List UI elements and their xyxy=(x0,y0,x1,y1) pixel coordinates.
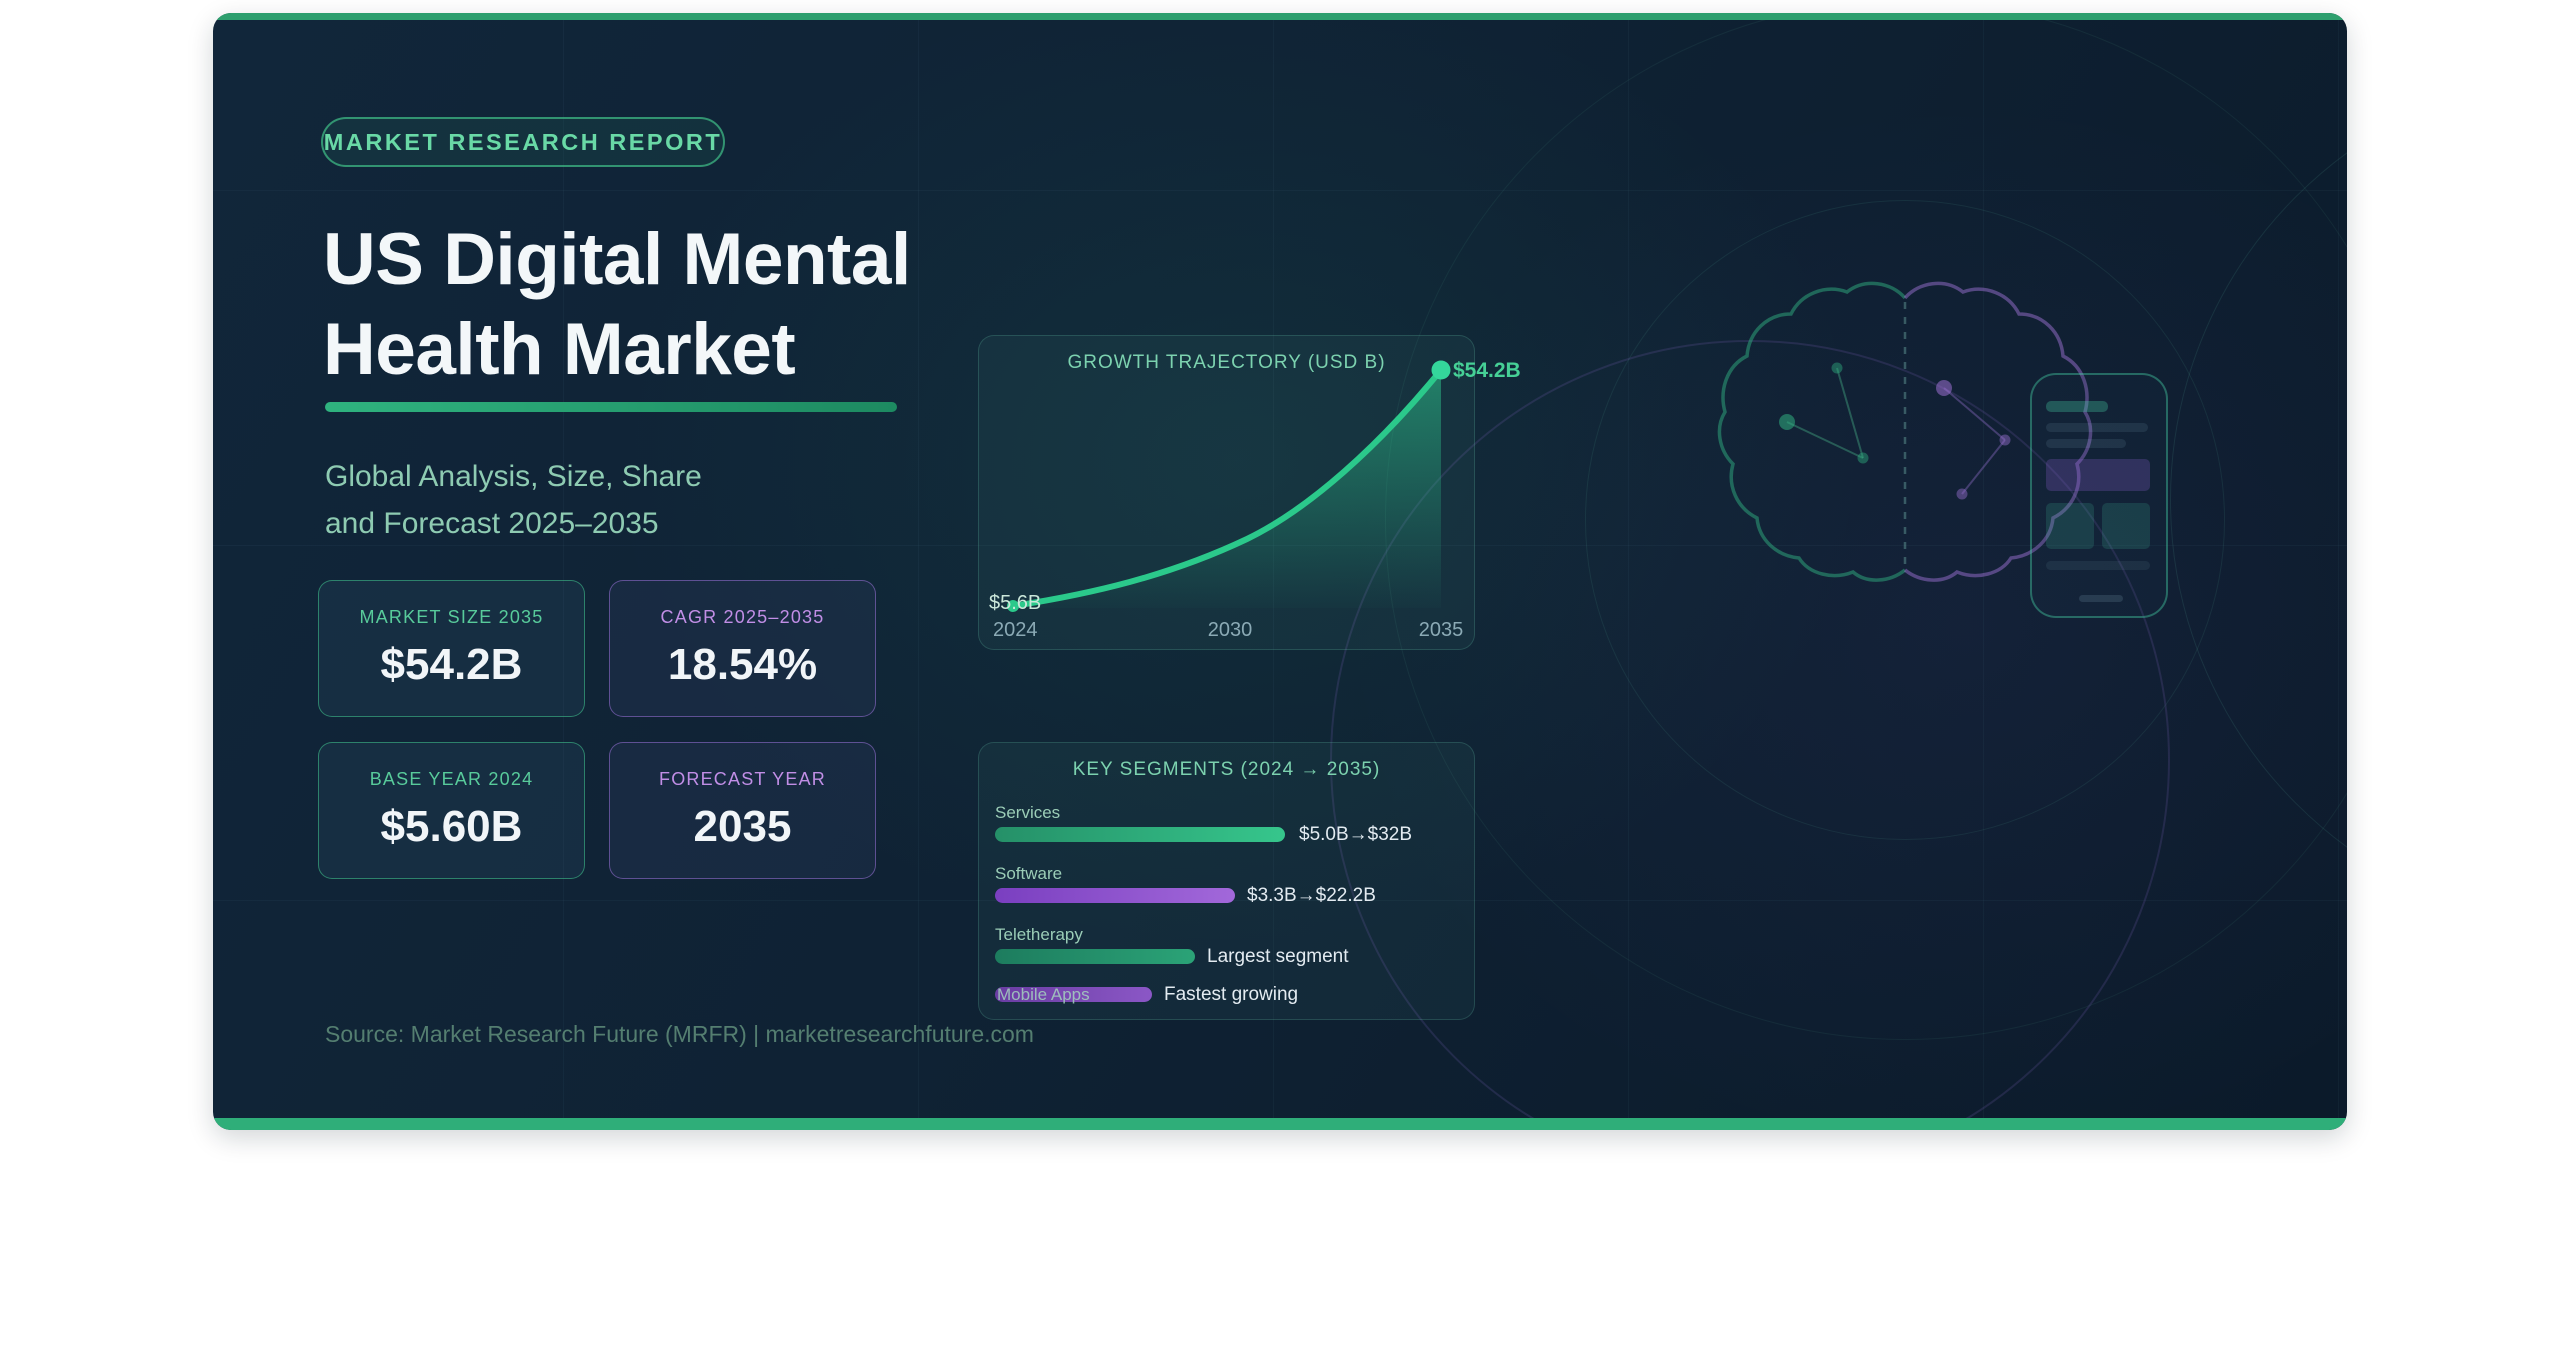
chart-start-point xyxy=(1007,600,1019,612)
segment-label-services: Services xyxy=(995,803,1061,822)
chart-end-point xyxy=(1431,360,1451,380)
segment-value-software: $3.3B→$22.2B xyxy=(1247,885,1376,906)
segments-panel: KEY SEGMENTS (2024 → 2035) Services $5.0… xyxy=(978,742,1475,1020)
brain-left-hemisphere xyxy=(1717,281,1907,582)
stat-card-market-size: MARKET SIZE 2035 $54.2B xyxy=(318,580,585,717)
segment-label-software: Software xyxy=(995,864,1063,883)
phone-tile xyxy=(2102,503,2150,549)
segment-bar-services xyxy=(995,827,1285,842)
segment-value-mobile-apps: Fastest growing xyxy=(1164,984,1299,1005)
title-underline xyxy=(325,402,897,412)
segment-value-services: $5.0B→$32B xyxy=(1299,824,1413,845)
page-title-line2: Health Market xyxy=(323,309,796,390)
chart-end-value-label: $54.2B xyxy=(1453,359,1521,382)
brain-network-left xyxy=(1786,367,1864,459)
network-node xyxy=(1831,362,1843,374)
phone-text-line xyxy=(2046,439,2126,448)
phone-mockup xyxy=(2030,373,2168,618)
segment-bar-teletherapy xyxy=(995,949,1195,964)
segment-bar-mobile-apps xyxy=(995,987,1152,1002)
segment-label-mobile-apps: Mobile Apps xyxy=(997,985,1090,1004)
stat-label: CAGR 2025–2035 xyxy=(660,607,825,627)
brain-right-hemisphere xyxy=(1903,281,2093,582)
network-node xyxy=(1936,380,1952,396)
chart-tick-2024: 2024 xyxy=(993,619,1038,641)
stat-label: BASE YEAR 2024 xyxy=(369,769,534,789)
network-node xyxy=(1999,434,2011,446)
page-subtitle-line1: Global Analysis, Size, Share xyxy=(325,460,702,493)
chart-tick-2030: 2030 xyxy=(1207,619,1253,641)
growth-chart-panel: GROWTH TRAJECTORY (USD B) $5.6B $54.2B 2… xyxy=(978,335,1521,650)
growth-line-chart xyxy=(1007,360,1451,612)
page-subtitle: Global Analysis, Size, Share and Forecas… xyxy=(325,453,702,547)
phone-text-line xyxy=(2046,423,2148,432)
stat-label: FORECAST YEAR xyxy=(659,769,826,789)
segments-title: KEY SEGMENTS (2024 → 2035) xyxy=(1072,759,1381,780)
chart-tick-2035: 2035 xyxy=(1418,619,1464,641)
stat-value: 18.54% xyxy=(667,640,818,689)
chart-line xyxy=(1010,367,1444,609)
page-title: US Digital Mental Health Market xyxy=(323,215,911,395)
growth-chart-title: GROWTH TRAJECTORY (USD B) xyxy=(1067,352,1386,373)
brain-illustration xyxy=(1717,281,2093,582)
stat-card-cagr: CAGR 2025–2035 18.54% xyxy=(609,580,876,717)
stat-value: $54.2B xyxy=(380,640,523,689)
page-subtitle-line2: and Forecast 2025–2035 xyxy=(325,507,659,540)
phone-text-line xyxy=(2046,561,2150,570)
page-title-line1: US Digital Mental xyxy=(323,219,911,300)
stat-card-base-year: BASE YEAR 2024 $5.60B xyxy=(318,742,585,879)
phone-header-bar xyxy=(2046,401,2108,412)
phone-tile xyxy=(2046,503,2094,549)
stat-card-forecast-year: FORECAST YEAR 2035 xyxy=(609,742,876,879)
segment-label-teletherapy: Teletherapy xyxy=(995,925,1083,944)
brain-network-right xyxy=(1943,387,2006,495)
network-node xyxy=(1956,488,1968,500)
stat-value: 2035 xyxy=(693,802,792,851)
segment-value-teletherapy: Largest segment xyxy=(1207,946,1349,967)
phone-home-indicator xyxy=(2079,595,2123,602)
source-text: Source: Market Research Future (MRFR) | … xyxy=(325,1021,1034,1047)
chart-start-value-label: $5.6B xyxy=(989,592,1042,614)
stat-value: $5.60B xyxy=(380,802,523,851)
report-badge: MARKET RESEARCH REPORT xyxy=(321,117,725,167)
network-node xyxy=(1779,414,1795,430)
stat-label: MARKET SIZE 2035 xyxy=(359,607,544,627)
segment-bar-software xyxy=(995,888,1235,903)
report-slide: MARKET RESEARCH REPORT US Digital Mental… xyxy=(213,13,2347,1130)
phone-card-purple xyxy=(2046,459,2150,491)
network-node xyxy=(1857,452,1869,464)
chart-area-fill xyxy=(1013,370,1441,608)
